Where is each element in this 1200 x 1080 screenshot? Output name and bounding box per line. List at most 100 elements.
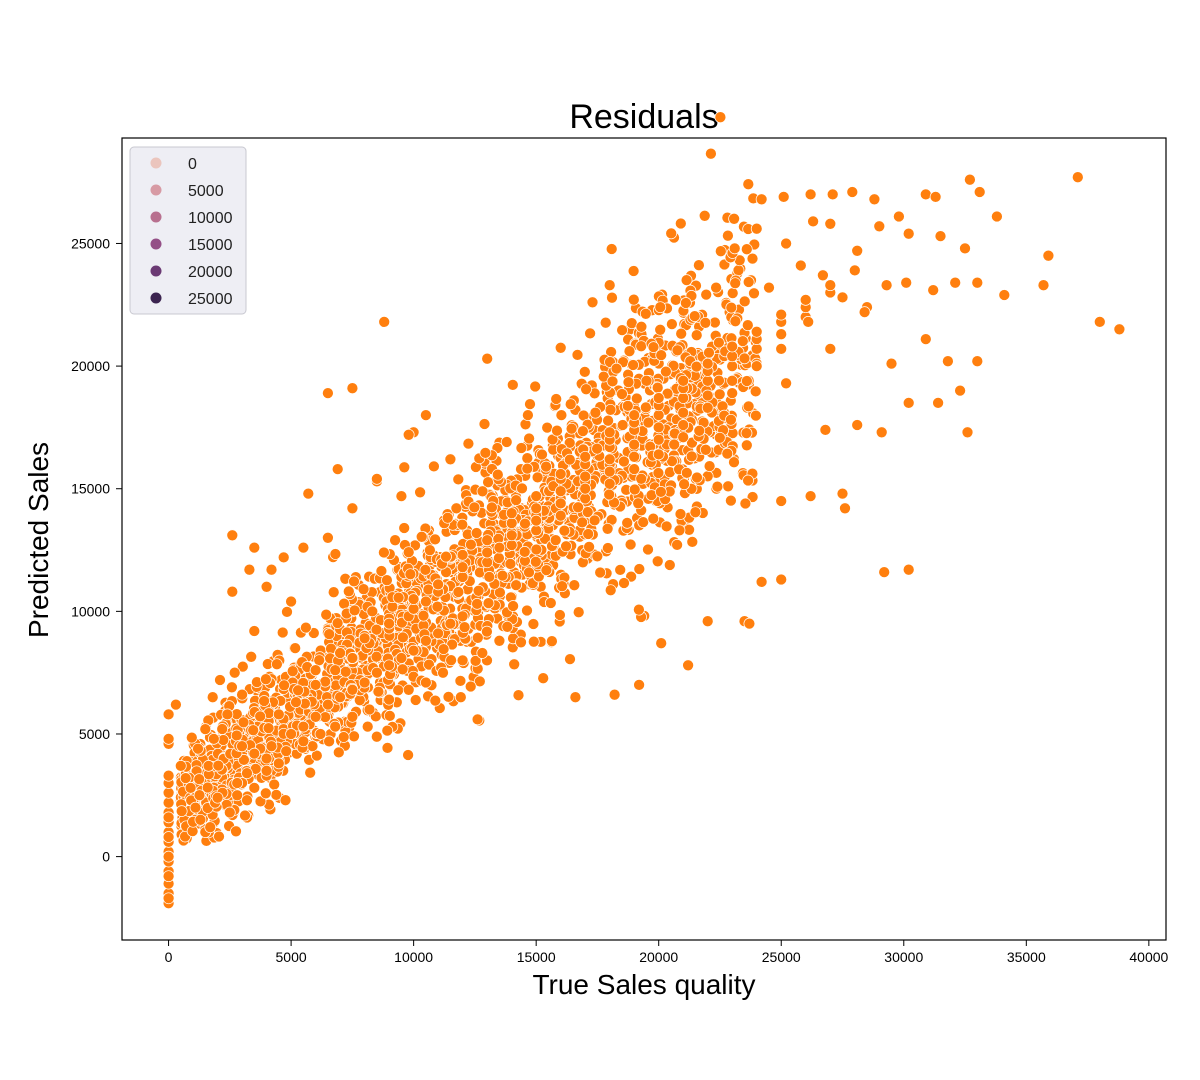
scatter-point: [162, 831, 175, 843]
scatter-point: [713, 388, 726, 401]
scatter-point: [193, 789, 206, 802]
scatter-point: [635, 340, 648, 353]
scatter-point: [510, 579, 522, 591]
scatter-point: [633, 679, 645, 691]
y-tick-label: 15000: [71, 481, 110, 497]
scatter-point: [572, 501, 584, 514]
scatter-point: [616, 324, 628, 336]
scatter-point: [358, 632, 371, 645]
scatter-point: [603, 279, 616, 292]
scatter-point: [212, 759, 225, 772]
scatter-point: [226, 585, 239, 598]
scatter-point: [998, 289, 1011, 301]
scatter-point: [685, 450, 698, 463]
scatter-point: [618, 577, 630, 589]
scatter-point: [701, 374, 714, 387]
scatter-point: [339, 665, 352, 678]
scatter-point: [396, 663, 409, 676]
scatter-point: [722, 480, 734, 493]
scatter-point: [714, 245, 727, 258]
scatter-point: [628, 450, 641, 463]
scatter-point: [348, 575, 360, 588]
scatter-point: [398, 461, 411, 474]
scatter-point: [346, 502, 359, 515]
scatter-point: [476, 485, 489, 498]
scatter-point: [755, 576, 768, 588]
scatter-point: [342, 585, 355, 598]
scatter-point: [873, 220, 886, 233]
scatter-point: [959, 242, 971, 255]
scatter-point: [370, 623, 383, 636]
scatter-point: [780, 377, 792, 390]
scatter-point: [444, 453, 457, 466]
scatter-point: [504, 558, 517, 570]
scatter-point: [329, 720, 342, 733]
scatter-point: [226, 529, 239, 542]
scatter-point: [278, 679, 290, 692]
scatter-point: [331, 463, 344, 475]
scatter-point: [693, 259, 705, 272]
scatter-point: [428, 460, 440, 473]
scatter-point: [546, 635, 558, 648]
scatter-point: [285, 595, 297, 608]
scatter-point: [680, 274, 693, 286]
scatter-point: [654, 323, 667, 336]
scatter-point: [302, 487, 315, 500]
scatter-point: [550, 393, 563, 405]
scatter-point: [162, 769, 175, 782]
scatter-point: [819, 424, 832, 436]
scatter-point: [627, 265, 640, 277]
scatter-point: [742, 178, 755, 191]
scatter-point: [579, 492, 592, 505]
scatter-point: [530, 543, 543, 556]
scatter-point: [885, 357, 898, 370]
scatter-point: [591, 550, 604, 563]
scatter-point: [603, 488, 616, 501]
scatter-point: [245, 650, 258, 663]
scatter-point: [402, 546, 415, 559]
scatter-point: [743, 617, 756, 630]
scatter-point: [481, 534, 494, 547]
scatter-point: [346, 382, 359, 395]
scatter-point: [554, 468, 567, 480]
scatter-point: [699, 443, 712, 456]
scatter-point: [627, 359, 639, 371]
scatter-point: [289, 642, 302, 654]
scatter-point: [558, 524, 571, 537]
scatter-point: [366, 605, 379, 618]
scatter-point: [175, 805, 188, 817]
scatter-point: [420, 409, 432, 421]
y-tick-label: 0: [102, 849, 110, 865]
scatter-point: [334, 647, 346, 659]
scatter-point: [927, 284, 940, 296]
scatter-point: [372, 685, 385, 698]
scatter-point: [458, 621, 471, 634]
scatter-point: [627, 293, 640, 306]
scatter-point: [775, 328, 788, 341]
scatter-point: [323, 735, 335, 748]
scatter-point: [701, 401, 714, 414]
scatter-point: [682, 659, 694, 672]
scatter-point: [554, 485, 567, 498]
scatter-point: [677, 392, 690, 404]
scatter-point: [698, 209, 711, 222]
scatter-point: [750, 360, 763, 372]
scatter-point: [579, 482, 592, 495]
scatter-point: [309, 710, 322, 723]
legend-label: 0: [188, 156, 197, 173]
scatter-point: [826, 188, 839, 201]
scatter-point: [353, 694, 366, 707]
scatter-point: [633, 563, 646, 575]
scatter-point: [1071, 171, 1084, 184]
scatter-point: [722, 229, 734, 242]
scatter-point: [162, 811, 175, 824]
x-tick-label: 20000: [639, 949, 678, 965]
scatter-point: [243, 563, 256, 576]
scatter-point: [202, 760, 215, 772]
scatter-point: [254, 710, 267, 723]
scatter-point: [429, 694, 442, 707]
scatter-point: [231, 777, 244, 789]
scatter-point: [868, 193, 881, 206]
scatter-point: [194, 813, 207, 826]
